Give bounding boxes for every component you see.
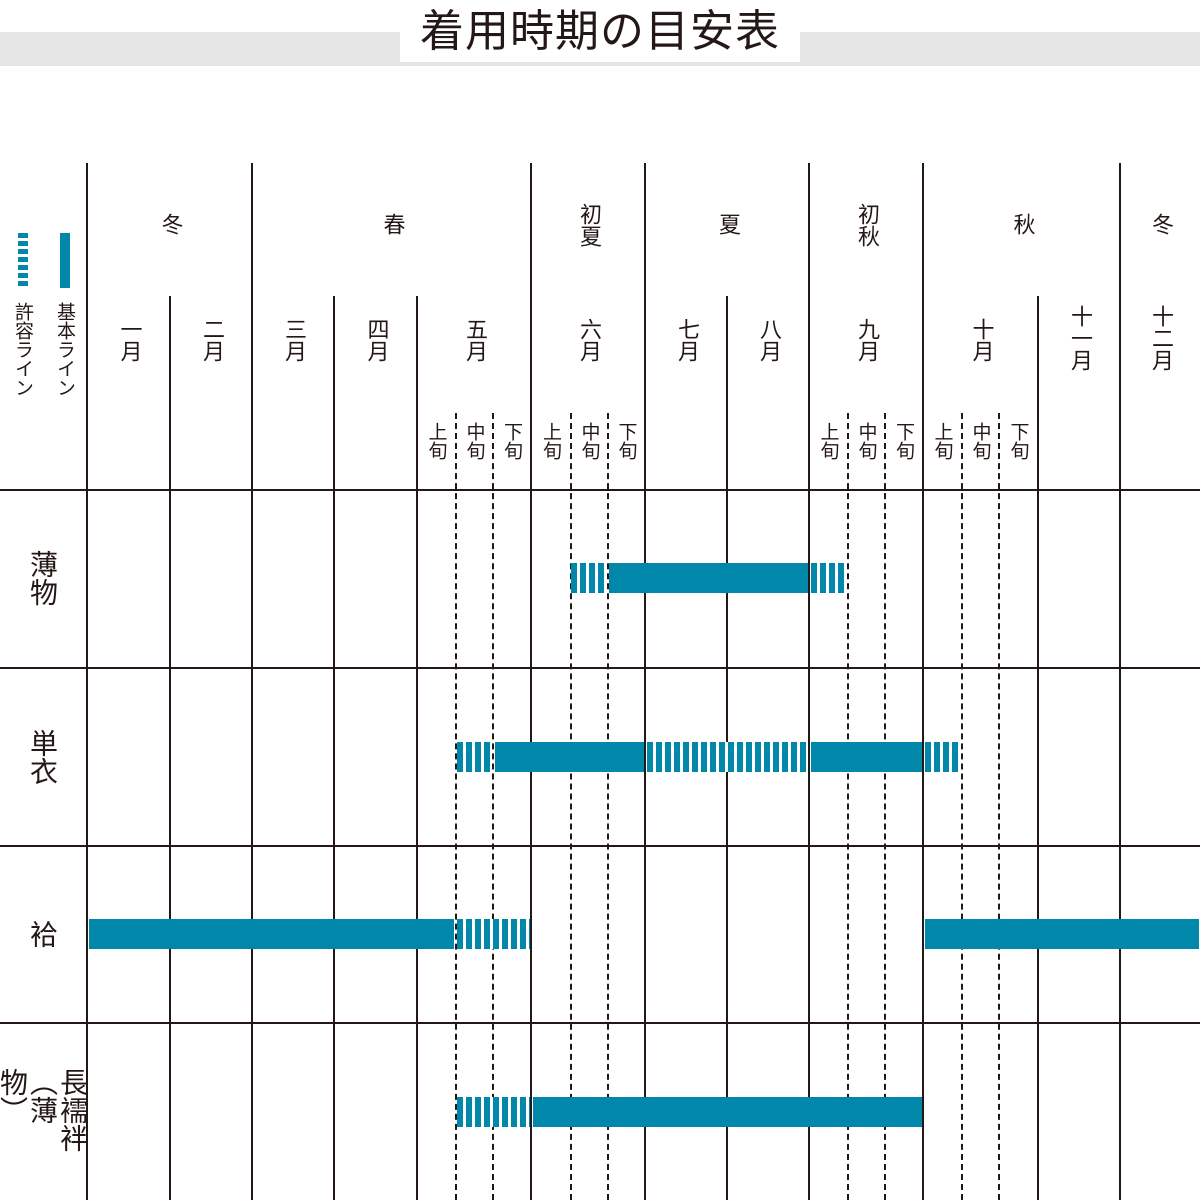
month-label: 十二月 xyxy=(1148,305,1173,371)
legend-allowed-label: 許容ライン xyxy=(12,302,34,397)
dekad-label: 下旬 xyxy=(501,422,523,460)
dekad-divider xyxy=(847,413,849,1200)
dekad-label: 中旬 xyxy=(969,422,992,460)
month-label: 六月 xyxy=(576,318,601,362)
month-label: 四月 xyxy=(363,318,389,362)
season-divider xyxy=(251,163,253,1200)
dekad-divider xyxy=(492,413,494,1200)
dekad-divider xyxy=(455,413,457,1200)
month-label: 五月 xyxy=(462,318,487,362)
season-label: 冬 xyxy=(157,213,183,235)
season-divider xyxy=(1119,163,1121,1200)
bar-allowed xyxy=(647,742,808,772)
dekad-divider xyxy=(607,413,609,1200)
row-label: 薄物 xyxy=(26,550,59,606)
dekad-label: 中旬 xyxy=(855,422,878,460)
bar-basic xyxy=(89,919,454,949)
row-label: 長襦袢（薄物） xyxy=(0,1068,89,1152)
legend-allowed-swatch xyxy=(18,233,28,288)
month-label: 七月 xyxy=(674,318,699,362)
dekad-label: 下旬 xyxy=(1007,422,1030,460)
bar-allowed xyxy=(456,742,493,772)
month-label: 三月 xyxy=(281,318,306,362)
month-label: 九月 xyxy=(854,318,879,362)
dekad-label: 上旬 xyxy=(817,422,840,460)
month-label: 十月 xyxy=(968,318,994,362)
dekad-label: 上旬 xyxy=(931,422,954,460)
season-divider xyxy=(86,163,88,1200)
month-label: 八月 xyxy=(756,318,781,362)
row-label: 単衣 xyxy=(26,729,59,785)
bar-allowed xyxy=(456,1097,530,1127)
season-divider xyxy=(644,163,646,1200)
season-label: 冬 xyxy=(1148,213,1173,235)
dekad-label: 中旬 xyxy=(578,422,601,460)
legend-basic-label: 基本ライン xyxy=(54,302,76,397)
month-label: 十一月 xyxy=(1067,305,1092,371)
row-divider xyxy=(0,667,1200,669)
month-divider xyxy=(1037,296,1039,1200)
chart-title: 着用時期の目安表 xyxy=(400,2,800,62)
row-label: 袷 xyxy=(26,920,59,948)
bar-allowed xyxy=(925,742,960,772)
legend-basic-swatch xyxy=(60,233,70,288)
month-divider xyxy=(333,296,335,1200)
dekad-divider xyxy=(998,413,1000,1200)
month-label: 一月 xyxy=(116,318,142,362)
dekad-label: 上旬 xyxy=(540,422,562,460)
month-label: 二月 xyxy=(199,318,224,362)
month-divider xyxy=(416,296,418,1200)
season-divider xyxy=(922,163,924,1200)
season-label: 初夏 xyxy=(576,203,601,247)
season-label: 秋 xyxy=(1009,213,1035,235)
row-divider xyxy=(0,845,1200,847)
bar-allowed xyxy=(456,919,530,949)
bar-basic xyxy=(533,1097,922,1127)
dekad-divider xyxy=(570,413,572,1200)
season-divider xyxy=(808,163,810,1200)
bar-allowed xyxy=(811,563,846,593)
bar-basic xyxy=(925,919,1199,949)
bar-allowed xyxy=(570,563,607,593)
bar-basic xyxy=(609,563,808,593)
dekad-label: 上旬 xyxy=(425,422,448,460)
bar-basic xyxy=(811,742,922,772)
dekad-label: 下旬 xyxy=(893,422,915,460)
season-divider xyxy=(530,163,532,1200)
dekad-divider xyxy=(884,413,886,1200)
row-divider xyxy=(0,1022,1200,1024)
season-label: 春 xyxy=(379,213,405,235)
row-divider xyxy=(0,489,1200,491)
season-label: 夏 xyxy=(715,213,740,235)
bar-basic xyxy=(495,742,644,772)
dekad-label: 下旬 xyxy=(615,422,638,460)
season-label: 初秋 xyxy=(854,203,879,247)
dekad-label: 中旬 xyxy=(463,422,486,460)
month-divider xyxy=(169,296,171,1200)
dekad-divider xyxy=(961,413,963,1200)
